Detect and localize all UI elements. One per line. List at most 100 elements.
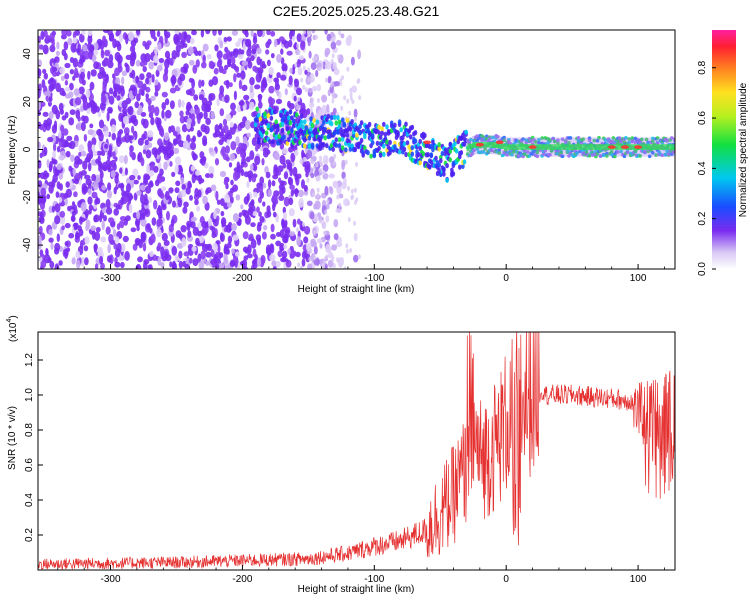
spectrogram-cell: [602, 153, 606, 158]
spectrogram-cell: [302, 143, 307, 149]
spectrogram-cell: [89, 44, 95, 53]
spectrogram-cell: [105, 159, 112, 166]
spectrogram-cell: [216, 50, 223, 60]
spectrogram-cell: [198, 79, 202, 89]
spectrogram-cell: [540, 136, 544, 140]
spectrogram-cell: [331, 244, 337, 251]
spectrogram-cell: [101, 185, 106, 191]
spectrogram-cell: [178, 260, 183, 269]
spectrogram-cell: [333, 81, 340, 87]
spectrogram-cell: [331, 98, 335, 104]
spectrogram-cell: [58, 260, 63, 266]
spectrogram-cell: [113, 186, 117, 195]
spectrogram-cell: [132, 168, 139, 177]
spectrogram-cell: [630, 136, 635, 140]
spectrogram-cell: [289, 166, 294, 177]
spectrogram-cell: [189, 59, 195, 66]
spectrogram-cell: [146, 223, 151, 230]
spectrogram-cell: [410, 151, 415, 157]
spectrogram-cell: [187, 230, 192, 238]
snr-y-ticks: 0.2 0.4 0.6 0.8 1.0 1.2: [24, 353, 43, 542]
spectrogram-cell: [269, 115, 274, 121]
spectrogram-cell: [205, 187, 212, 194]
spectrogram-cell: [178, 140, 185, 148]
spectrogram-cell: [103, 130, 110, 137]
spectrogram-cell: [458, 154, 462, 160]
spectrogram-cell: [568, 136, 573, 140]
spectrogram-cell: [50, 242, 54, 250]
spectrogram-cell: [355, 161, 359, 167]
spectrogram-cell: [300, 265, 303, 269]
spectrogram-cell: [338, 30, 342, 36]
spectrogram-cell: [256, 47, 262, 55]
spectrogram-cell: [75, 250, 81, 260]
spectrogram-cell: [186, 220, 193, 228]
spectrogram-cell: [410, 124, 415, 130]
spectrogram-cell: [299, 108, 306, 114]
snr-series-line: [38, 332, 675, 570]
spectrogram-cell: [121, 171, 126, 177]
spectrogram-cell: [51, 205, 56, 213]
spectrogram-cell: [595, 144, 599, 150]
spectrogram-cell: [38, 159, 42, 169]
spectrogram-cell: [306, 200, 313, 207]
spectrogram-cell: [622, 154, 627, 158]
spectrogram-cell: [648, 144, 652, 150]
spectrogram-cell: [543, 144, 546, 150]
spectrogram-cell: [87, 196, 93, 205]
spectrogram-cell: [359, 137, 364, 143]
spectrogram-cell: [182, 43, 188, 48]
spectrogram-cell: [263, 225, 268, 231]
spectrogram-cell: [177, 242, 184, 249]
spectrogram-cell: [129, 45, 136, 53]
spectrogram-cell: [258, 211, 262, 217]
spectrogram-cell: [314, 55, 318, 61]
spectrogram-cell: [249, 84, 254, 93]
spectrogram-cell: [556, 141, 560, 145]
spectrogram-cell: [280, 127, 285, 133]
spectrogram-y-ticks: -40 -20 0 20 40: [22, 29, 43, 270]
spectrogram-cell: [104, 49, 111, 57]
spectrogram-cell: [624, 136, 628, 140]
spectrogram-cell: [511, 144, 515, 150]
spectrogram-cell: [313, 230, 317, 235]
spectrogram-cell: [161, 102, 166, 111]
spectrogram-cell: [137, 105, 143, 116]
spectrogram-cell: [222, 124, 229, 134]
spectrogram-cell: [246, 253, 253, 259]
spectrogram-cell: [224, 94, 230, 104]
spectrogram-cell: [43, 146, 48, 156]
spectrogram-cell: [94, 263, 99, 269]
spectrogram-cell: [497, 151, 502, 155]
spectrogram-cell: [184, 263, 190, 269]
spectrogram-cell: [587, 153, 592, 158]
spectrogram-cell: [297, 96, 301, 102]
spectrogram-cell: [348, 126, 353, 132]
spectrogram-cell: [440, 150, 445, 157]
spectrogram-cell: [87, 129, 94, 136]
spectrogram-cell: [310, 172, 315, 179]
spectrogram-cell: [283, 40, 290, 49]
spectrogram-cell: [232, 184, 239, 192]
spectrogram-cell: [151, 217, 157, 226]
spectrogram-cell: [663, 152, 668, 157]
spectrogram-cell: [38, 141, 41, 150]
spectrogram-cell: [49, 160, 53, 171]
spectrogram-cell: [560, 137, 565, 141]
spectrogram-cell: [95, 106, 100, 113]
spectrogram-cell: [340, 136, 345, 142]
spectrogram-cell: [342, 122, 347, 128]
spectrogram-cell: [495, 140, 504, 145]
spectrogram-cell: [204, 244, 211, 250]
spectrogram-cell: [117, 183, 125, 189]
spectrogram-cell: [128, 31, 134, 41]
spectrogram-cell: [62, 128, 69, 136]
spectrogram-cell: [84, 236, 90, 245]
spectrogram-cell: [255, 106, 259, 112]
spectrogram-cell: [205, 251, 212, 258]
spectrogram-cell: [174, 254, 179, 262]
spectrogram-cell: [120, 196, 125, 206]
spectrogram-cell: [341, 171, 346, 180]
spectrogram-cell: [638, 154, 642, 158]
spectrogram-cell: [315, 175, 321, 182]
